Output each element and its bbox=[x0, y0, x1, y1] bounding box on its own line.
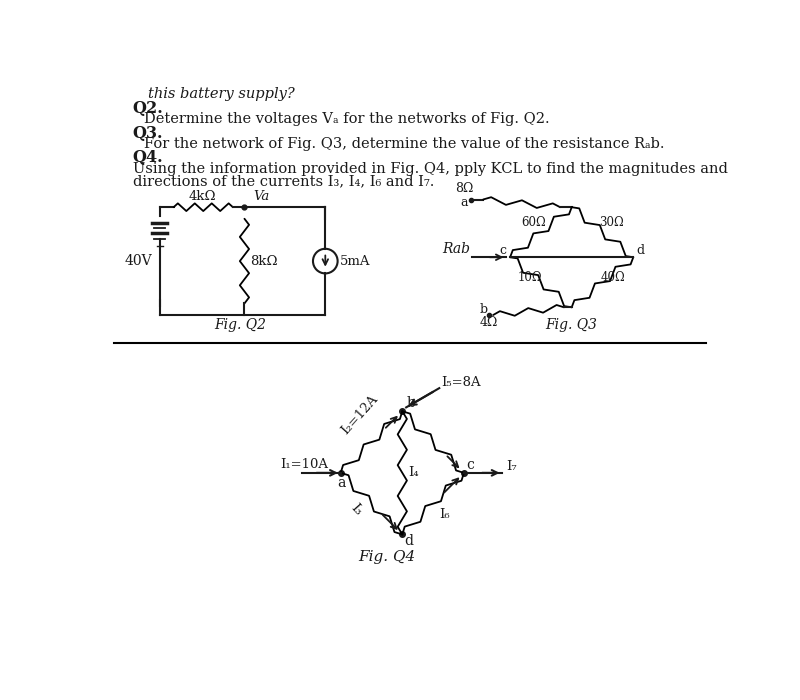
Text: 10Ω: 10Ω bbox=[518, 271, 542, 284]
Text: 8kΩ: 8kΩ bbox=[250, 255, 278, 267]
Text: Determine the voltages Vₐ for the networks of Fig. Q2.: Determine the voltages Vₐ for the networ… bbox=[144, 113, 550, 127]
Text: d: d bbox=[405, 534, 414, 548]
Text: 30Ω: 30Ω bbox=[599, 216, 624, 229]
Text: Q2.: Q2. bbox=[133, 100, 163, 117]
Text: Q4.: Q4. bbox=[133, 150, 163, 167]
Text: b: b bbox=[479, 302, 487, 316]
Text: Q3.: Q3. bbox=[133, 125, 163, 142]
Text: directions of the currents I₃, I₄, I₆ and I₇.: directions of the currents I₃, I₄, I₆ an… bbox=[133, 174, 434, 188]
Text: 40Ω: 40Ω bbox=[601, 271, 626, 284]
Text: 8Ω: 8Ω bbox=[454, 182, 473, 195]
Text: c: c bbox=[466, 458, 474, 472]
Text: For the network of Fig. Q3, determine the value of the resistance Rₐb.: For the network of Fig. Q3, determine th… bbox=[144, 137, 665, 151]
Text: 4kΩ: 4kΩ bbox=[188, 190, 216, 203]
Text: Rab: Rab bbox=[442, 242, 470, 256]
Text: 40V: 40V bbox=[124, 254, 152, 268]
Text: I₅=8A: I₅=8A bbox=[442, 376, 481, 389]
Text: Using the information provided in Fig. Q4, pply KCL to find the magnitudes and: Using the information provided in Fig. Q… bbox=[133, 162, 728, 176]
Text: Fig. Q2: Fig. Q2 bbox=[214, 318, 266, 332]
Text: a: a bbox=[461, 196, 468, 209]
Text: I₁=10A: I₁=10A bbox=[281, 458, 329, 471]
Text: I₃: I₃ bbox=[349, 502, 365, 518]
Text: b: b bbox=[406, 396, 415, 410]
Text: 60Ω: 60Ω bbox=[521, 216, 546, 229]
Text: d: d bbox=[636, 244, 645, 257]
Text: c: c bbox=[499, 244, 506, 257]
Text: a: a bbox=[337, 476, 346, 490]
Text: 5mA: 5mA bbox=[340, 255, 370, 267]
Text: 4Ω: 4Ω bbox=[479, 316, 498, 329]
Text: this battery supply?: this battery supply? bbox=[148, 87, 295, 101]
Text: Fig. Q4: Fig. Q4 bbox=[358, 550, 415, 564]
Text: I₄: I₄ bbox=[409, 466, 419, 480]
Text: I₂=12A: I₂=12A bbox=[339, 393, 381, 438]
Text: Va: Va bbox=[254, 190, 270, 203]
Text: Fig. Q3: Fig. Q3 bbox=[546, 318, 598, 332]
Text: I₆: I₆ bbox=[439, 508, 450, 521]
Text: I₇: I₇ bbox=[506, 460, 517, 473]
